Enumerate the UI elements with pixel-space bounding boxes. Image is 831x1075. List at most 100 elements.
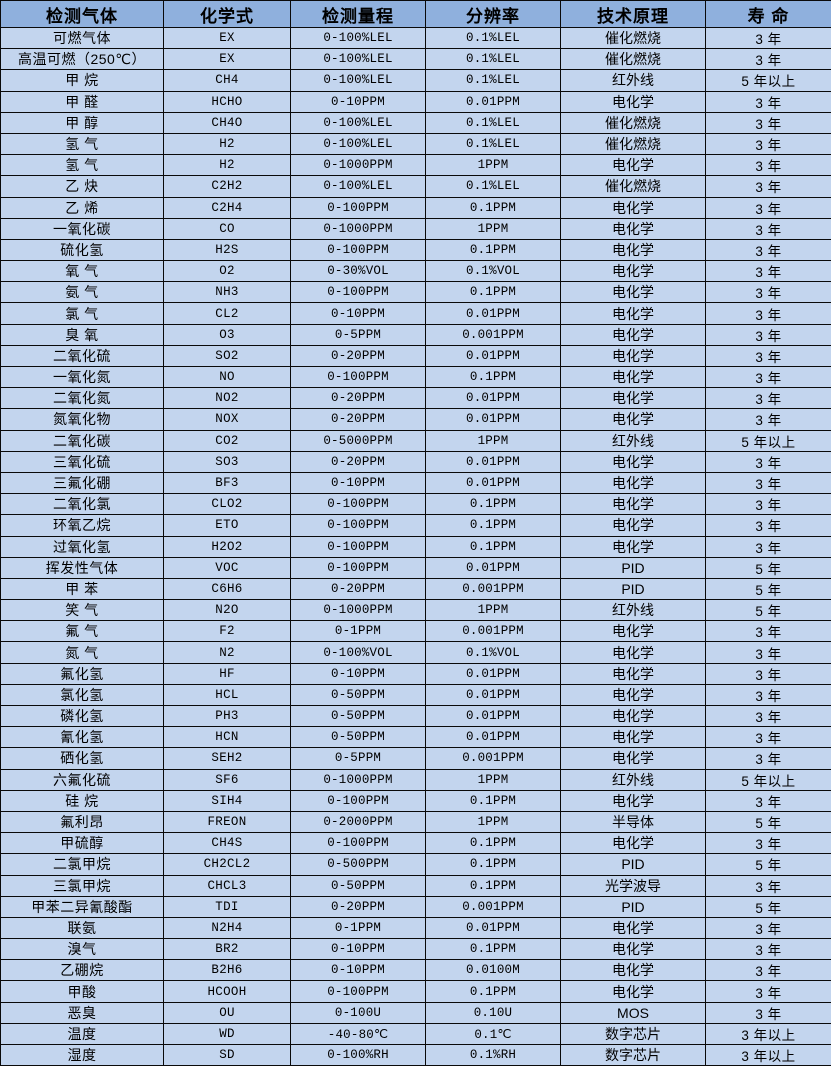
cell-technology: 半导体 (560, 810, 706, 834)
cell-gas: 六氟化硫 (0, 768, 164, 791)
cell-range: 0-100%RH (290, 1043, 426, 1067)
cell-resolution: 0.1%LEL (425, 48, 561, 71)
cell-formula: CH2CL2 (163, 853, 291, 876)
cell-technology: 电化学 (560, 471, 706, 495)
cell-formula: NO (163, 365, 291, 389)
table-row: 氟利昂 FREON 0-2000PPM 1PPM 半导体 5 年 (0, 810, 831, 834)
column-header-technology: 技术原理 (560, 0, 706, 28)
table-row: 臭 氧 O3 0-5PPM 0.001PPM 电化学 3 年 (0, 323, 831, 346)
cell-formula: HCHO (163, 90, 291, 113)
cell-gas: 甲 烷 (0, 69, 164, 92)
cell-range: 0-50PPM (290, 683, 426, 707)
cell-lifespan: 3 年 (705, 980, 831, 1003)
table-row: 可燃气体 EX 0-100%LEL 0.1%LEL 催化燃烧 3 年 (0, 26, 831, 50)
cell-gas: 二氧化硫 (0, 344, 164, 368)
cell-resolution: 0.01PPM (425, 556, 561, 579)
cell-formula: H2 (163, 154, 291, 177)
cell-technology: 电化学 (560, 450, 706, 473)
cell-resolution: 1PPM (425, 768, 561, 791)
cell-technology: 电化学 (560, 535, 706, 558)
cell-gas: 三氟化硼 (0, 471, 164, 495)
cell-formula: FREON (163, 810, 291, 834)
cell-gas: 氟利昂 (0, 810, 164, 834)
cell-gas: 氯化氢 (0, 683, 164, 707)
cell-gas: 环氧乙烷 (0, 514, 164, 537)
cell-technology: 电化学 (560, 323, 706, 346)
cell-technology: 电化学 (560, 154, 706, 177)
cell-technology: 电化学 (560, 281, 706, 304)
cell-gas: 乙 炔 (0, 175, 164, 198)
cell-lifespan: 3 年 (705, 196, 831, 219)
cell-technology: 电化学 (560, 726, 706, 749)
cell-technology: 电化学 (560, 217, 706, 240)
cell-gas: 挥发性气体 (0, 556, 164, 579)
cell-range: 0-500PPM (290, 853, 426, 876)
cell-lifespan: 3 年以上 (705, 1022, 831, 1046)
cell-range: 0-5PPM (290, 323, 426, 346)
table-row: 甲 苯 C6H6 0-20PPM 0.001PPM PID 5 年 (0, 577, 831, 601)
cell-technology: 电化学 (560, 408, 706, 431)
cell-resolution: 0.1PPM (425, 832, 561, 855)
cell-technology: PID (560, 895, 706, 918)
table-header-row: 检测气体 化学式 检测量程 分辨率 技术原理 寿 命 (0, 0, 831, 28)
cell-gas: 甲酸 (0, 980, 164, 1003)
cell-resolution: 1PPM (425, 154, 561, 177)
cell-gas: 三氧化硫 (0, 450, 164, 473)
cell-range: 0-10PPM (290, 959, 426, 982)
cell-formula: N2 (163, 641, 291, 664)
cell-technology: 电化学 (560, 344, 706, 368)
cell-lifespan: 3 年 (705, 260, 831, 283)
cell-lifespan: 3 年 (705, 683, 831, 707)
table-row: 二氧化氮 NO2 0-20PPM 0.01PPM 电化学 3 年 (0, 387, 831, 410)
cell-technology: 电化学 (560, 641, 706, 664)
cell-lifespan: 3 年 (705, 726, 831, 749)
cell-resolution: 0.01PPM (425, 704, 561, 728)
cell-formula: ETO (163, 514, 291, 537)
cell-range: 0-20PPM (290, 895, 426, 918)
cell-range: 0-100PPM (290, 493, 426, 516)
table-row: 温度 WD -40-80℃ 0.1℃ 数字芯片 3 年以上 (0, 1022, 831, 1046)
table-row: 过氧化氢 H2O2 0-100PPM 0.1PPM 电化学 3 年 (0, 535, 831, 558)
cell-gas: 一氧化碳 (0, 217, 164, 240)
table-row: 乙硼烷 B2H6 0-10PPM 0.0100M 电化学 3 年 (0, 959, 831, 982)
cell-gas: 二氧化碳 (0, 429, 164, 452)
table-row: 硅 烷 SIH4 0-100PPM 0.1PPM 电化学 3 年 (0, 789, 831, 812)
cell-range: 0-50PPM (290, 874, 426, 897)
cell-formula: H2S (163, 238, 291, 262)
cell-resolution: 0.10U (425, 1001, 561, 1024)
table-row: 氟化氢 HF 0-10PPM 0.01PPM 电化学 3 年 (0, 662, 831, 685)
table-row: 恶臭 OU 0-100U 0.10U MOS 3 年 (0, 1001, 831, 1024)
cell-resolution: 0.1%VOL (425, 260, 561, 283)
cell-formula: C6H6 (163, 577, 291, 601)
column-header-gas: 检测气体 (0, 0, 164, 28)
cell-technology: 电化学 (560, 196, 706, 219)
cell-resolution: 0.001PPM (425, 323, 561, 346)
table-header: 检测气体 化学式 检测量程 分辨率 技术原理 寿 命 (0, 0, 831, 28)
cell-gas: 二氧化氮 (0, 387, 164, 410)
table-row: 湿度 SD 0-100%RH 0.1%RH 数字芯片 3 年以上 (0, 1043, 831, 1067)
cell-resolution: 1PPM (425, 429, 561, 452)
table-row: 氮 气 N2 0-100%VOL 0.1%VOL 电化学 3 年 (0, 641, 831, 664)
cell-resolution: 1PPM (425, 810, 561, 834)
cell-lifespan: 3 年 (705, 111, 831, 134)
cell-gas: 臭 氧 (0, 323, 164, 346)
cell-range: 0-10PPM (290, 90, 426, 113)
cell-range: 0-20PPM (290, 344, 426, 368)
cell-range: 0-100%LEL (290, 132, 426, 156)
table-row: 乙 炔 C2H2 0-100%LEL 0.1%LEL 催化燃烧 3 年 (0, 175, 831, 198)
cell-gas: 过氧化氢 (0, 535, 164, 558)
cell-range: 0-100PPM (290, 238, 426, 262)
table-row: 甲 烷 CH4 0-100%LEL 0.1%LEL 红外线 5 年以上 (0, 69, 831, 92)
cell-formula: CHCL3 (163, 874, 291, 897)
cell-technology: 电化学 (560, 90, 706, 113)
cell-technology: 催化燃烧 (560, 175, 706, 198)
cell-formula: EX (163, 26, 291, 50)
cell-formula: SO3 (163, 450, 291, 473)
cell-resolution: 0.1PPM (425, 365, 561, 389)
cell-formula: CLO2 (163, 493, 291, 516)
cell-technology: 电化学 (560, 789, 706, 812)
cell-range: 0-2000PPM (290, 810, 426, 834)
cell-range: 0-20PPM (290, 387, 426, 410)
cell-lifespan: 3 年 (705, 938, 831, 961)
cell-formula: EX (163, 48, 291, 71)
